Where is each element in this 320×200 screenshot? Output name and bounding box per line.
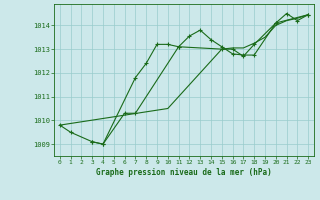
X-axis label: Graphe pression niveau de la mer (hPa): Graphe pression niveau de la mer (hPa)	[96, 168, 272, 177]
